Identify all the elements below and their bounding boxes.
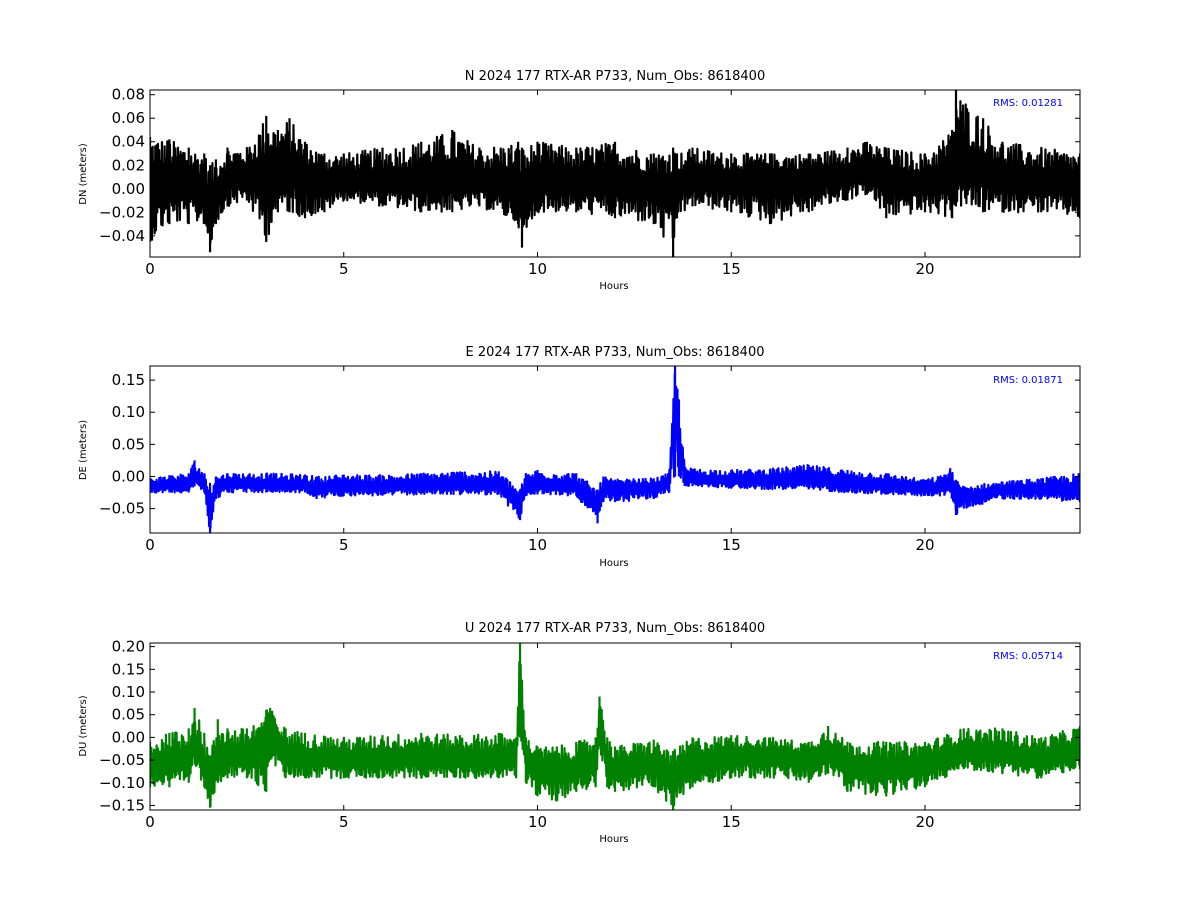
x-tick-label: 0 [145,536,155,554]
y-tick-label: 0.05 [112,706,145,724]
y-tick-label: −0.05 [99,500,145,518]
rms-annotation: RMS: 0.01871 [993,375,1063,386]
x-tick-label: 20 [915,260,934,278]
y-tick-label: 0.20 [112,638,145,656]
x-axis-label: Hours [599,834,628,845]
rms-annotation: RMS: 0.05714 [993,651,1063,662]
y-tick-label: 0.15 [112,660,145,678]
x-axis-label: Hours [599,558,628,569]
series-line [150,643,1080,810]
y-tick-label: 0.08 [112,86,145,104]
y-axis-label: DE (meters) [78,420,89,480]
y-tick-label: 0.10 [112,683,145,701]
x-tick-label: 20 [915,536,934,554]
plot-area: 0 5 10 15 20 −0.04 −0.02 0.00 0.02 0.04 0.06 0.08 [99,86,1081,278]
x-tick-label: 0 [145,813,155,831]
axes-frame [149,642,1081,811]
y-tick-label: 0.05 [112,435,145,453]
y-tick-label: 0.10 [112,403,145,421]
plot-area: 0 5 10 15 20 −0.05 0.00 0.05 0.10 0.15 [99,365,1081,554]
series-line [150,366,1080,533]
x-tick-label: 20 [915,813,934,831]
y-tick-label: −0.10 [99,774,145,792]
x-tick-label: 0 [145,260,155,278]
x-tick-label: 15 [722,260,741,278]
x-tick-label: 5 [339,260,349,278]
plot-area: 0 5 10 15 20 −0.15 −0.10 −0.05 0.00 0.05 0.10 0.15 0… [99,638,1081,831]
y-tick-label: −0.05 [99,751,145,769]
x-tick-label: 10 [528,260,547,278]
x-tick-label: 5 [339,536,349,554]
x-tick-label: 10 [528,813,547,831]
panel-title: E 2024 177 RTX-AR P733, Num_Obs: 8618400 [466,345,765,360]
y-tick-label: 0.15 [112,371,145,389]
y-tick-label: −0.04 [99,227,145,245]
y-tick-label: 0.00 [112,728,145,746]
panel-up: U 2024 177 RTX-AR P733, Num_Obs: 8618400… [78,621,1081,845]
panel-title: N 2024 177 RTX-AR P733, Num_Obs: 8618400 [465,69,765,84]
x-tick-label: 10 [528,536,547,554]
x-tick-label: 15 [722,813,741,831]
y-tick-label: −0.02 [99,203,145,221]
rms-annotation: RMS: 0.01281 [993,98,1063,109]
y-tick-label: 0.04 [112,133,145,151]
x-tick-label: 15 [722,536,741,554]
x-axis-label: Hours [599,281,628,292]
series-line [150,90,1080,257]
axes-frame [149,89,1081,258]
y-axis-label: DN (meters) [78,143,89,205]
y-tick-label: 0.00 [112,467,145,485]
panel-title: U 2024 177 RTX-AR P733, Num_Obs: 8618400 [465,621,765,636]
y-tick-label: 0.06 [112,109,145,127]
y-tick-label: 0.02 [112,156,145,174]
panel-east: E 2024 177 RTX-AR P733, Num_Obs: 8618400… [78,345,1081,569]
y-tick-label: 0.00 [112,180,145,198]
y-axis-label: DU (meters) [78,695,89,756]
axes-frame [149,365,1081,534]
x-tick-label: 5 [339,813,349,831]
panel-north: N 2024 177 RTX-AR P733, Num_Obs: 8618400… [78,69,1081,292]
y-tick-label: −0.15 [99,796,145,814]
